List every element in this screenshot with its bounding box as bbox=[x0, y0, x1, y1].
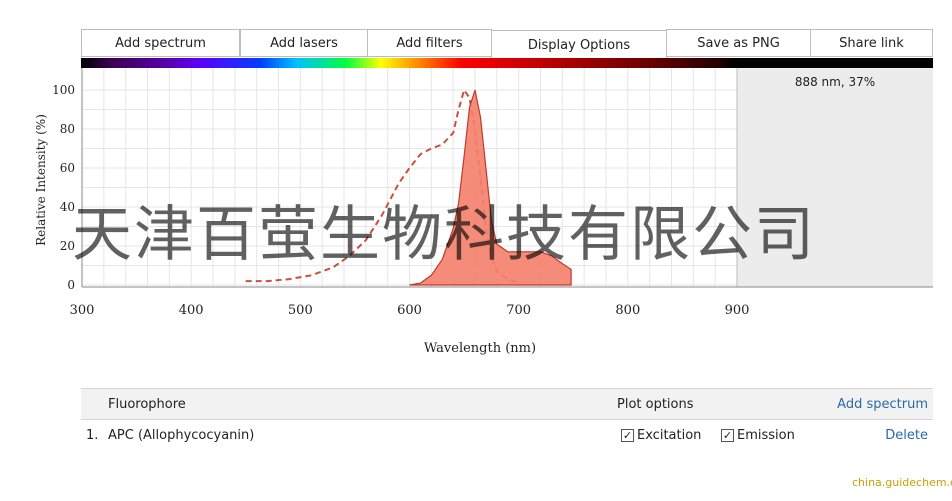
excitation-checkbox[interactable]: ✓ bbox=[621, 428, 634, 442]
add-filters-button[interactable]: Add filters bbox=[367, 29, 492, 57]
x-tick-label: 700 bbox=[506, 303, 531, 318]
plot-options-column-header: Plot options bbox=[617, 396, 694, 412]
x-tick-label: 400 bbox=[179, 303, 204, 318]
table-row: 1. APC (Allophycocyanin) ✓ Excitation ✓ … bbox=[81, 420, 933, 450]
spectrum-chart[interactable]: 300 400 500 600 700 800 900 0 20 40 60 80 100 888 nm… bbox=[0, 0, 952, 380]
y-tick-label: 100 bbox=[52, 83, 75, 97]
tick-labels: 300 400 500 600 700 800 900 0 20 40 60 80 100 bbox=[52, 83, 749, 318]
emission-label: Emission bbox=[737, 427, 795, 443]
y-tick-label: 40 bbox=[60, 200, 75, 214]
x-tick-label: 500 bbox=[288, 303, 313, 318]
emission-checkbox[interactable]: ✓ bbox=[721, 428, 734, 442]
fluorophore-name: APC (Allophycocyanin) bbox=[108, 427, 255, 443]
cursor-readout: 888 nm, 37% bbox=[795, 75, 875, 89]
x-tick-label: 600 bbox=[397, 303, 422, 318]
emission-area bbox=[409, 89, 572, 286]
y-axis-label: Relative Intensity (%) bbox=[34, 114, 48, 246]
save-as-png-button[interactable]: Save as PNG bbox=[666, 29, 811, 57]
cursor-shade-region bbox=[737, 68, 933, 287]
series-layer bbox=[245, 87, 572, 286]
footer-url: china.guidechem.c bbox=[852, 476, 952, 489]
display-options-tab[interactable]: Display Options bbox=[491, 30, 667, 59]
y-tick-label: 60 bbox=[60, 161, 75, 175]
chart-axes bbox=[81, 68, 933, 288]
x-tick-label: 900 bbox=[725, 303, 750, 318]
x-axis-label: Wavelength (nm) bbox=[424, 341, 536, 356]
emission-toggle[interactable]: ✓ Emission bbox=[721, 420, 795, 450]
fluorophore-table-header: Fluorophore Plot options Add spectrum bbox=[81, 388, 933, 420]
fluorophore-column-header: Fluorophore bbox=[108, 396, 186, 412]
toolbar: Add spectrum Add lasers Add filters Disp… bbox=[81, 29, 933, 59]
share-link-button[interactable]: Share link bbox=[810, 29, 933, 57]
excitation-toggle[interactable]: ✓ Excitation bbox=[621, 420, 701, 450]
add-lasers-button[interactable]: Add lasers bbox=[240, 29, 368, 57]
add-spectrum-link[interactable]: Add spectrum bbox=[837, 396, 928, 412]
x-tick-label: 800 bbox=[615, 303, 640, 318]
delete-link[interactable]: Delete bbox=[885, 427, 928, 443]
y-tick-label: 0 bbox=[67, 278, 75, 292]
row-index: 1. bbox=[86, 427, 99, 443]
y-tick-label: 80 bbox=[60, 122, 75, 136]
y-tick-label: 20 bbox=[60, 239, 75, 253]
spectrum-color-bar bbox=[81, 58, 933, 68]
watermark-text: 天津百萤生物科技有限公司 bbox=[72, 200, 816, 270]
add-spectrum-button[interactable]: Add spectrum bbox=[81, 29, 240, 57]
excitation-label: Excitation bbox=[637, 427, 702, 443]
x-tick-label: 300 bbox=[70, 303, 95, 318]
